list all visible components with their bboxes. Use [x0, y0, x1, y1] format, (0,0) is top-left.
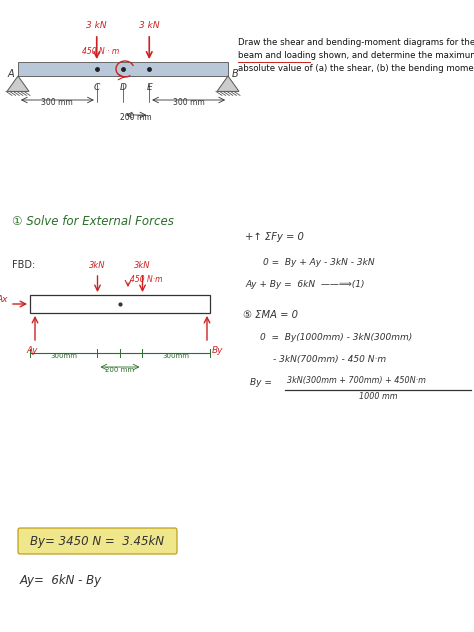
Text: 3 kN: 3 kN — [139, 21, 160, 30]
Text: ① Solve for External Forces: ① Solve for External Forces — [12, 215, 174, 228]
Text: 450 N·m: 450 N·m — [130, 276, 163, 284]
Text: - 3kN(700mm) - 450 N·m: - 3kN(700mm) - 450 N·m — [273, 355, 386, 364]
Polygon shape — [7, 76, 29, 92]
Polygon shape — [217, 76, 239, 92]
Text: Ay: Ay — [26, 346, 38, 355]
Text: 0 =  By + Ay - 3kN - 3kN: 0 = By + Ay - 3kN - 3kN — [263, 258, 374, 267]
Text: 300mm: 300mm — [163, 353, 190, 359]
Text: By: By — [212, 346, 224, 355]
Text: A: A — [8, 69, 14, 79]
Text: 200 mm: 200 mm — [120, 113, 152, 122]
Text: +↑ ΣFy = 0: +↑ ΣFy = 0 — [245, 232, 304, 242]
Text: ⑤ ΣMA = 0: ⑤ ΣMA = 0 — [243, 310, 298, 320]
Text: 1000 mm: 1000 mm — [359, 392, 397, 401]
Text: C: C — [94, 83, 100, 92]
Text: 3kN: 3kN — [134, 261, 151, 270]
Text: 3kN: 3kN — [89, 261, 106, 270]
Text: 300mm: 300mm — [50, 353, 77, 359]
Text: FBD:: FBD: — [12, 260, 35, 270]
Text: By =: By = — [250, 378, 272, 387]
Text: Ax: Ax — [0, 296, 8, 305]
Text: 0  =  By(1000mm) - 3kN(300mm): 0 = By(1000mm) - 3kN(300mm) — [260, 333, 412, 342]
Text: By= 3450 N =  3.45kN: By= 3450 N = 3.45kN — [30, 535, 164, 547]
Text: D: D — [119, 83, 127, 92]
Bar — [30, 295, 210, 313]
Text: Ay + By =  6kN  ——⟹(1): Ay + By = 6kN ——⟹(1) — [245, 280, 365, 289]
Bar — [18, 62, 228, 76]
Text: E: E — [146, 83, 152, 92]
Text: Ay=  6kN - By: Ay= 6kN - By — [20, 574, 102, 587]
Text: B: B — [232, 69, 238, 79]
Text: 200 mm: 200 mm — [105, 367, 135, 373]
Text: Draw the shear and bending-moment diagrams for the
beam and loading shown, and d: Draw the shear and bending-moment diagra… — [238, 38, 474, 73]
Text: 3kN(300mm + 700mm) + 450N·m: 3kN(300mm + 700mm) + 450N·m — [287, 376, 426, 385]
Text: 300 mm: 300 mm — [173, 98, 204, 107]
Text: 450 N · m: 450 N · m — [82, 47, 119, 56]
FancyBboxPatch shape — [18, 528, 177, 554]
Text: 3 kN: 3 kN — [86, 21, 107, 30]
Text: 300 mm: 300 mm — [42, 98, 73, 107]
